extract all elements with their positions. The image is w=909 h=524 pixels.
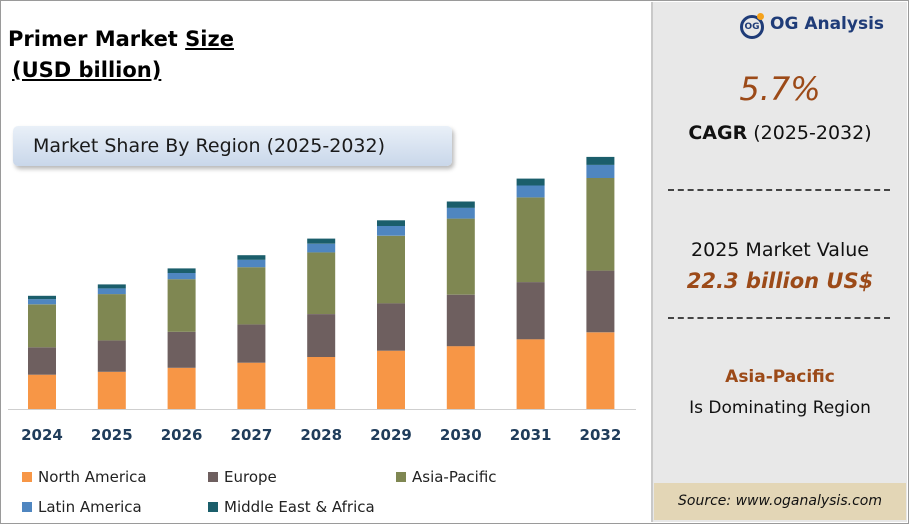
bar-segment-asia-pacific-2032 [586,178,615,271]
bar-segment-north-america-2025 [97,371,126,409]
bar-segment-north-america-2027 [237,362,266,409]
bar-segment-asia-pacific-2025 [97,294,126,341]
legend-asia-pacific: Asia-Pacific [396,468,497,486]
legend-swatch [208,472,218,482]
bar-segment-latin-america-2028 [307,243,336,253]
x-tick-label: 2031 [510,426,552,444]
bar-segment-asia-pacific-2026 [167,279,196,332]
bar-segment-europe-2030 [446,294,475,347]
legend-swatch [208,502,218,512]
title-main: Primer Market [8,27,186,51]
bar-segment-north-america-2032 [586,332,615,409]
bar-segment-europe-2026 [167,331,196,368]
title-units: (USD billion) [12,58,162,82]
bar-segment-middle-east-africa-2027 [237,255,266,260]
bar-segment-latin-america-2032 [586,164,615,178]
market-value-label: 2025 Market Value [691,239,869,261]
bar-segment-middle-east-africa-2026 [167,268,196,273]
bar-segment-north-america-2028 [307,357,336,409]
bar-segment-latin-america-2030 [446,207,475,219]
stacked-bar-chart: 2024 2025 2026 2027 2028 2029 2030 2031 2032 [8,156,636,444]
legend-swatch [396,472,406,482]
bar-segment-middle-east-africa-2028 [307,238,336,244]
legend-europe: Europe [208,468,277,486]
legend-label: North America [38,468,147,486]
bar-segment-asia-pacific-2027 [237,267,266,325]
x-tick-label: 2028 [300,426,342,444]
og-logo-icon: OG [740,15,764,39]
x-tick-label: 2025 [91,426,133,444]
bar-segment-north-america-2026 [167,367,196,409]
bar-segment-middle-east-africa-2025 [97,284,126,289]
bar-segment-middle-east-africa-2029 [377,220,405,226]
bar-segment-europe-2025 [97,340,126,372]
cagr-label: CAGR (2025-2032) [653,122,907,144]
x-tick-label: 2029 [370,426,412,444]
chart-title: Primer Market Size (USD billion) [8,24,308,86]
separator-line [668,317,890,319]
dominating-region: Asia-Pacific [725,367,835,387]
bar-segment-north-america-2024 [28,374,56,409]
legend-north-america: North America [22,468,147,486]
bar-segment-europe-2031 [516,282,545,340]
bar-segment-middle-east-africa-2031 [516,178,545,186]
bar-segment-asia-pacific-2030 [446,218,475,295]
legend-label: Asia-Pacific [412,468,497,486]
x-tick-label: 2030 [440,426,482,444]
bar-segment-latin-america-2027 [237,259,266,268]
bar-segment-latin-america-2024 [28,299,56,305]
bar-segment-latin-america-2031 [516,185,545,198]
bar-segment-latin-america-2029 [377,226,405,236]
summary-panel [651,2,907,522]
legend-label: Middle East & Africa [224,498,375,516]
legend-label: Latin America [38,498,142,516]
title-underlined: Size [185,27,234,51]
bar-segment-middle-east-africa-2024 [28,295,56,300]
cagr-period: (2025-2032) [747,122,872,144]
legend-label: Europe [224,468,277,486]
bar-segment-middle-east-africa-2030 [446,201,475,208]
bar-segment-europe-2032 [586,270,615,333]
source-note: Source: www.oganalysis.com [654,483,906,520]
x-tick-label: 2024 [21,426,63,444]
bar-segment-latin-america-2026 [167,272,196,280]
cagr-value: 5.7% [739,70,821,108]
bar-segment-asia-pacific-2028 [307,252,336,314]
bar-segment-asia-pacific-2031 [516,197,545,283]
x-tick-label: 2027 [231,426,273,444]
logo-accent-dot [757,13,764,20]
legend-swatch [22,502,32,512]
bar-segment-europe-2028 [307,314,336,357]
bar-segment-north-america-2029 [377,350,405,409]
x-tick-label: 2032 [580,426,622,444]
dominating-label: Is Dominating Region [689,398,871,418]
brand-name: OG Analysis [770,14,885,34]
legend-middle-east-africa: Middle East & Africa [208,498,375,516]
legend-latin-america: Latin America [22,498,142,516]
bar-segment-latin-america-2025 [97,288,126,295]
market-value: 22.3 billion US$ [686,269,874,293]
separator-line [668,189,890,191]
bar-segment-europe-2027 [237,324,266,363]
bar-segment-europe-2029 [377,303,405,351]
bar-segment-middle-east-africa-2032 [586,156,615,165]
legend-swatch [22,472,32,482]
bar-segment-asia-pacific-2024 [28,304,56,348]
bar-segment-europe-2024 [28,347,56,375]
subtitle-banner: Market Share By Region (2025-2032) [13,126,452,166]
bar-segment-north-america-2030 [446,346,475,409]
cagr-label-bold: CAGR [688,122,748,144]
x-tick-label: 2026 [161,426,203,444]
bar-segment-asia-pacific-2029 [377,235,405,304]
bar-segment-north-america-2031 [516,339,545,409]
